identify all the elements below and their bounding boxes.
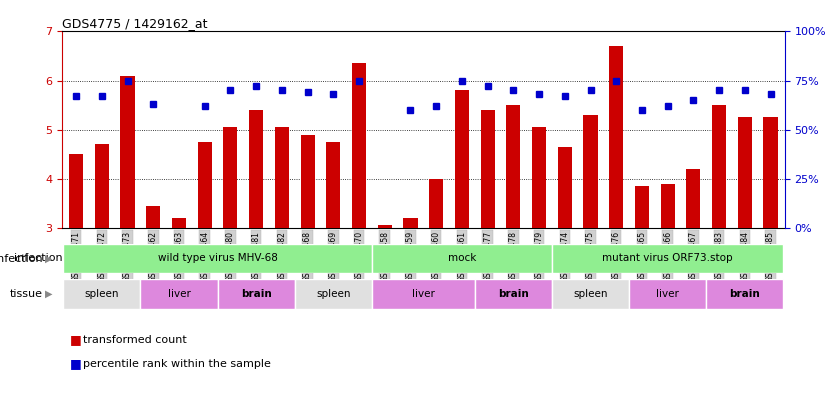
Bar — [377, 226, 392, 228]
Bar — [249, 110, 263, 228]
Bar — [661, 184, 675, 228]
Bar — [140, 279, 217, 309]
Bar — [763, 118, 777, 228]
Text: liver: liver — [656, 289, 679, 299]
Text: infection: infection — [0, 253, 43, 264]
Text: mock: mock — [448, 253, 476, 263]
Bar — [532, 127, 546, 228]
Bar — [706, 279, 783, 309]
Text: ■: ■ — [70, 357, 82, 370]
Text: ▶: ▶ — [45, 289, 53, 299]
Text: spleen: spleen — [84, 289, 119, 299]
Text: GDS4775 / 1429162_at: GDS4775 / 1429162_at — [62, 17, 207, 30]
Bar — [172, 218, 186, 228]
Bar — [121, 75, 135, 228]
Text: mutant virus ORF73.stop: mutant virus ORF73.stop — [602, 253, 733, 263]
Bar — [712, 105, 726, 228]
Bar — [295, 279, 372, 309]
Bar — [552, 279, 629, 309]
Bar — [686, 169, 700, 228]
Bar — [629, 279, 706, 309]
Text: spleen: spleen — [316, 289, 350, 299]
Bar — [69, 154, 83, 228]
Bar — [372, 244, 552, 273]
Text: ▶: ▶ — [45, 253, 53, 264]
Text: wild type virus MHV-68: wild type virus MHV-68 — [158, 253, 278, 263]
Bar — [326, 142, 340, 228]
Bar — [275, 127, 289, 228]
Bar — [403, 218, 417, 228]
Bar — [64, 244, 372, 273]
Bar — [583, 115, 597, 228]
Bar — [481, 110, 495, 228]
Bar — [301, 134, 315, 228]
Text: spleen: spleen — [573, 289, 608, 299]
Text: tissue: tissue — [10, 289, 43, 299]
Bar — [635, 186, 649, 228]
Bar — [146, 206, 160, 228]
Bar — [609, 46, 624, 228]
Text: brain: brain — [240, 289, 272, 299]
Bar — [372, 279, 475, 309]
Text: ■: ■ — [70, 333, 82, 347]
Text: liver: liver — [412, 289, 434, 299]
Bar — [552, 244, 783, 273]
Bar — [64, 279, 140, 309]
Bar — [455, 90, 469, 228]
Bar — [738, 118, 752, 228]
Bar — [558, 147, 572, 228]
Bar — [197, 142, 211, 228]
Bar — [217, 279, 295, 309]
Bar — [475, 279, 552, 309]
Bar — [352, 63, 366, 228]
Bar — [223, 127, 238, 228]
Text: transformed count: transformed count — [83, 335, 187, 345]
Text: percentile rank within the sample: percentile rank within the sample — [83, 358, 270, 369]
Bar — [95, 144, 109, 228]
Text: infection: infection — [14, 253, 63, 263]
Text: brain: brain — [729, 289, 760, 299]
Text: brain: brain — [498, 289, 529, 299]
Bar — [430, 179, 444, 228]
Bar — [506, 105, 520, 228]
Text: liver: liver — [168, 289, 191, 299]
